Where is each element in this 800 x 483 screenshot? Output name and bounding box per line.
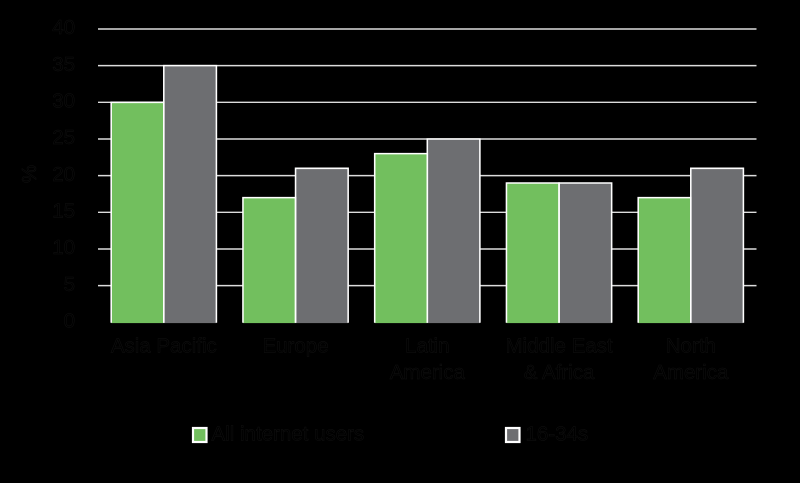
svg-text:Asia Pacific: Asia Pacific — [111, 335, 217, 358]
svg-text:15: 15 — [52, 200, 75, 223]
svg-text:0: 0 — [64, 310, 75, 333]
svg-text:5: 5 — [64, 273, 75, 296]
svg-text:40: 40 — [52, 16, 75, 39]
svg-text:America: America — [390, 361, 466, 384]
svg-text:10: 10 — [52, 236, 75, 259]
svg-text:Europe: Europe — [262, 335, 328, 358]
svg-text:North: North — [666, 335, 716, 358]
svg-text:30: 30 — [52, 90, 75, 113]
svg-text:Middle East: Middle East — [505, 335, 612, 358]
svg-text:Latin: Latin — [405, 335, 449, 358]
svg-text:25: 25 — [52, 126, 75, 149]
svg-text:All internet users: All internet users — [212, 423, 365, 446]
svg-text:%: % — [18, 165, 41, 183]
svg-text:America: America — [653, 361, 729, 384]
svg-text:20: 20 — [52, 163, 75, 186]
svg-text:35: 35 — [52, 53, 75, 76]
svg-text:16-34s: 16-34s — [526, 423, 589, 446]
svg-text:& Africa: & Africa — [524, 361, 595, 384]
